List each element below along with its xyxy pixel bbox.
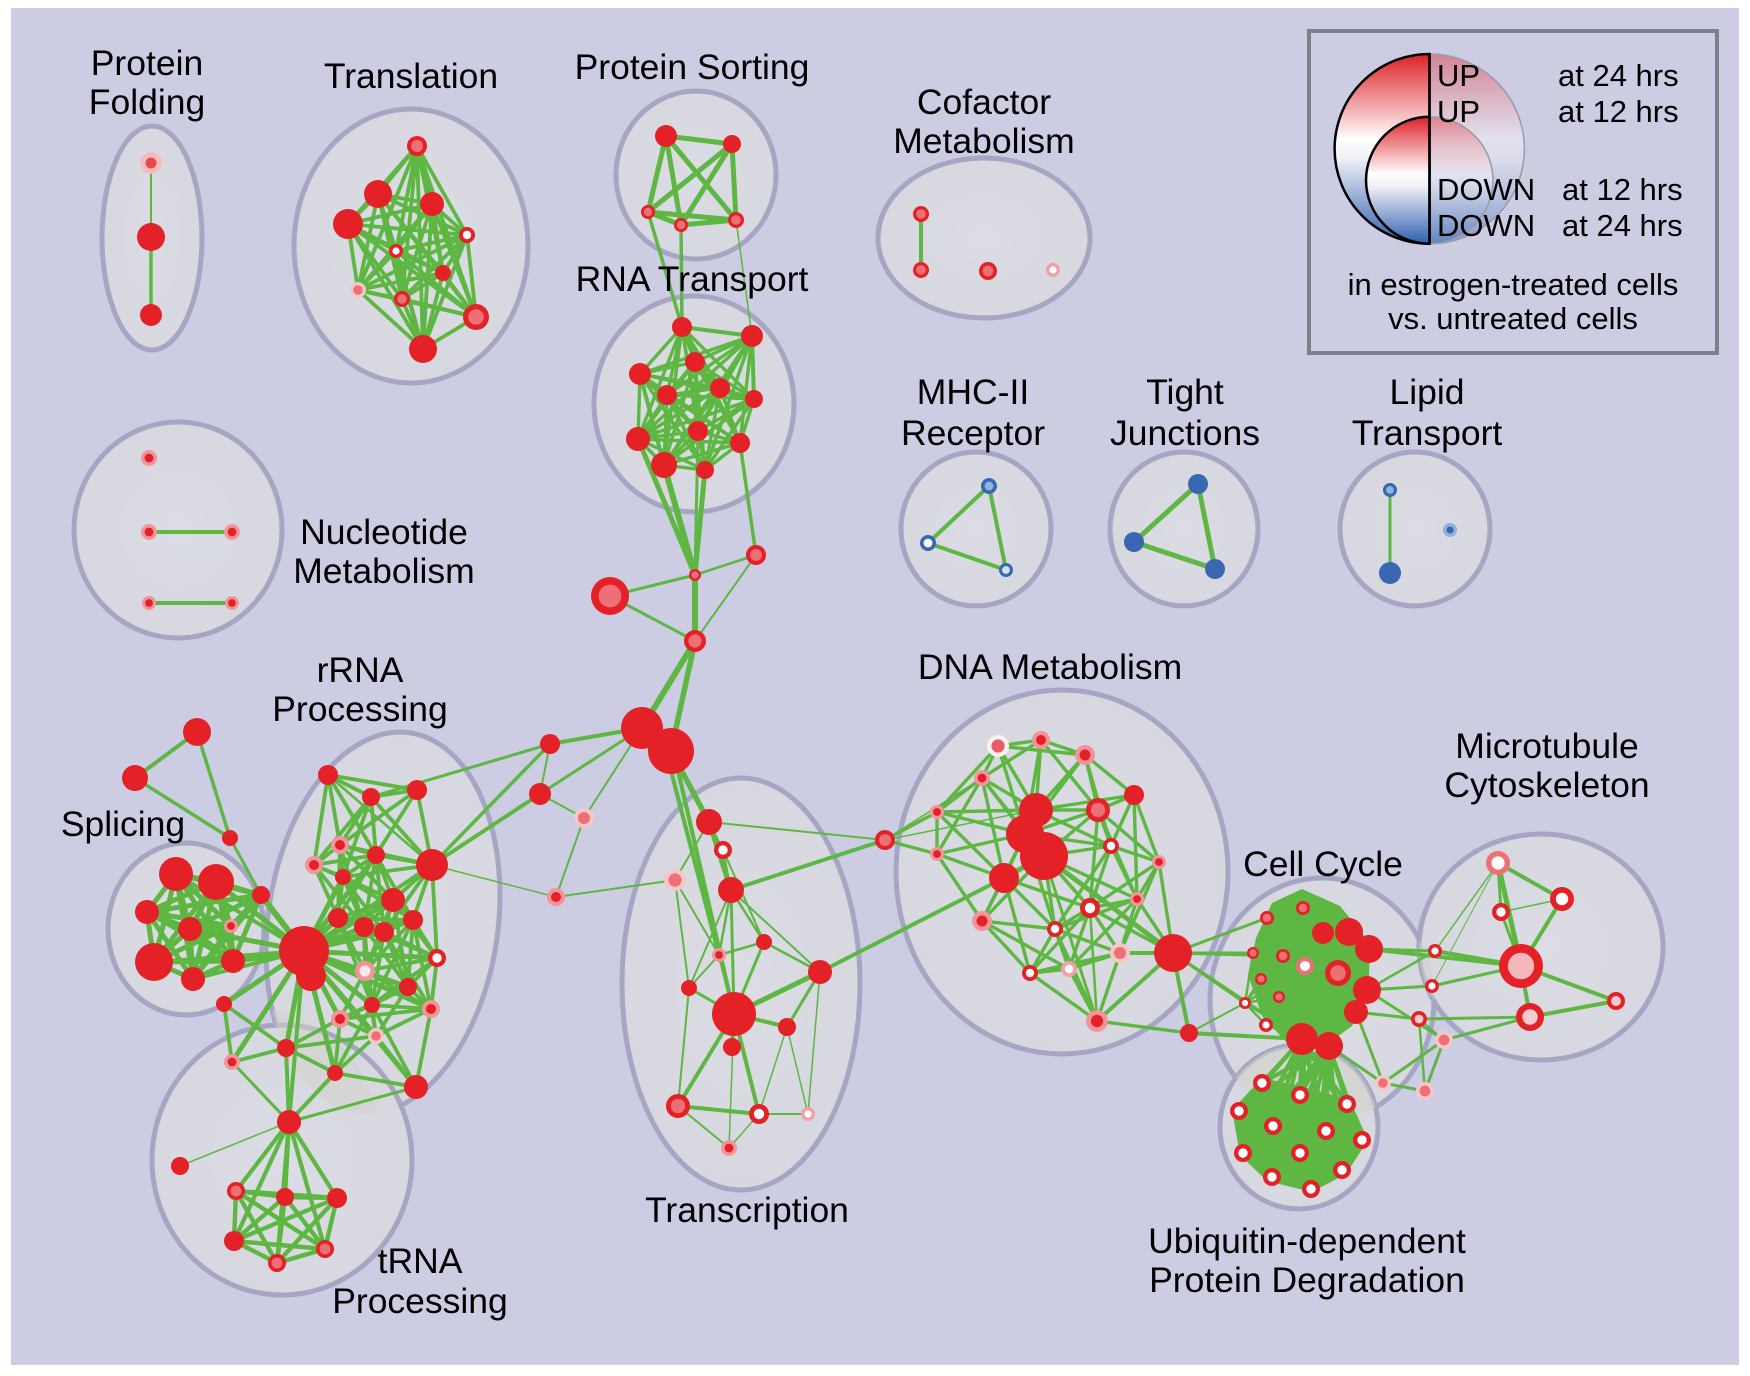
svg-text:Receptor: Receptor [901, 413, 1045, 453]
svg-text:DOWN: DOWN [1437, 208, 1535, 243]
svg-text:rRNA: rRNA [317, 650, 404, 690]
svg-text:Metabolism: Metabolism [893, 121, 1075, 161]
svg-text:UP: UP [1437, 58, 1480, 93]
svg-text:DNA Metabolism: DNA Metabolism [918, 647, 1182, 687]
svg-text:Transport: Transport [1352, 413, 1503, 453]
svg-text:Metabolism: Metabolism [293, 551, 475, 591]
svg-text:Transcription: Transcription [645, 1190, 849, 1230]
svg-text:Protein Degradation: Protein Degradation [1149, 1260, 1465, 1300]
svg-text:in estrogen-treated cells: in estrogen-treated cells [1348, 267, 1679, 302]
svg-text:Protein Sorting: Protein Sorting [575, 47, 810, 87]
svg-text:MHC-II: MHC-II [917, 372, 1029, 412]
svg-text:at 12 hrs: at 12 hrs [1562, 172, 1683, 207]
svg-text:Folding: Folding [89, 82, 205, 122]
svg-text:Processing: Processing [332, 1281, 508, 1321]
svg-text:at 24 hrs: at 24 hrs [1558, 58, 1679, 93]
svg-text:at 12 hrs: at 12 hrs [1558, 94, 1679, 129]
svg-text:Processing: Processing [272, 689, 448, 729]
svg-text:Tight: Tight [1146, 372, 1224, 412]
svg-text:RNA Transport: RNA Transport [576, 259, 809, 299]
svg-text:Cofactor: Cofactor [917, 82, 1051, 122]
svg-text:UP: UP [1437, 94, 1480, 129]
svg-text:Translation: Translation [324, 56, 498, 96]
svg-text:Junctions: Junctions [1110, 413, 1260, 453]
svg-text:Ubiquitin-dependent: Ubiquitin-dependent [1148, 1221, 1466, 1261]
svg-text:at 24 hrs: at 24 hrs [1562, 208, 1683, 243]
svg-text:DOWN: DOWN [1437, 172, 1535, 207]
svg-text:Microtubule: Microtubule [1455, 726, 1639, 766]
svg-text:Splicing: Splicing [61, 804, 185, 844]
svg-text:Nucleotide: Nucleotide [300, 512, 468, 552]
svg-text:Protein: Protein [91, 43, 203, 83]
svg-text:Cell Cycle: Cell Cycle [1243, 844, 1403, 884]
svg-text:Lipid: Lipid [1389, 372, 1464, 412]
svg-text:vs. untreated cells: vs. untreated cells [1388, 301, 1638, 336]
svg-text:tRNA: tRNA [378, 1241, 463, 1281]
svg-text:Cytoskeleton: Cytoskeleton [1444, 765, 1649, 805]
